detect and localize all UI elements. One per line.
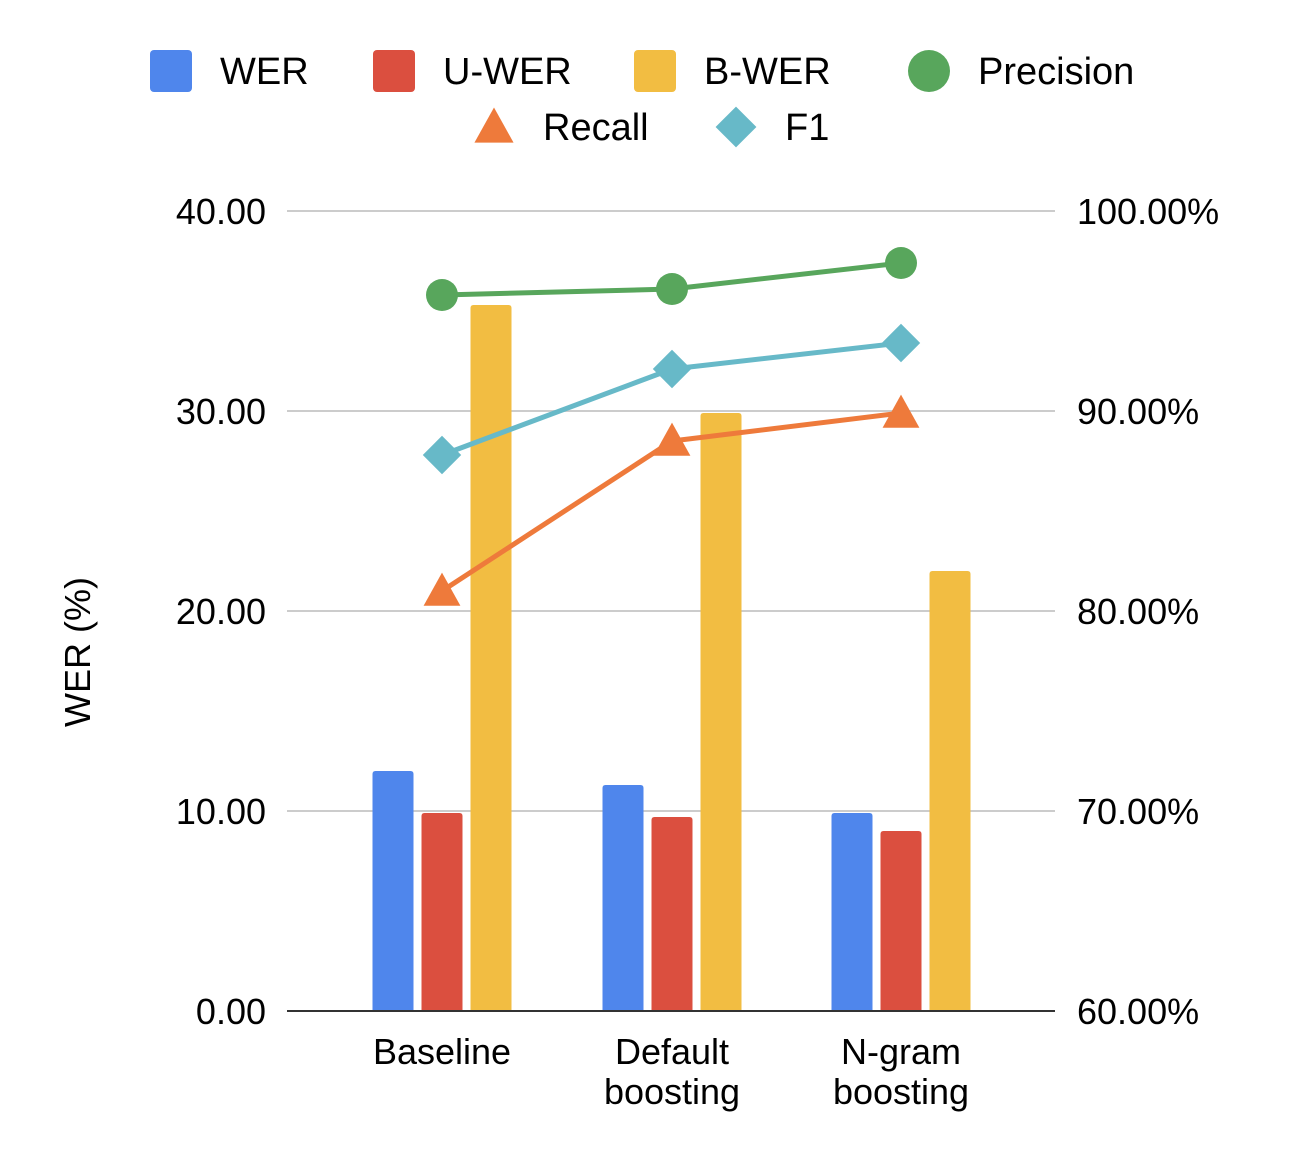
bar-u-wer (880, 831, 922, 1011)
left-axis-ticks: 0.00 10.00 20.00 30.00 40.00 (176, 191, 266, 1032)
left-tick-label: 40.00 (176, 191, 266, 232)
point-precision (885, 247, 917, 279)
left-tick-label: 10.00 (176, 791, 266, 832)
point-f1 (881, 323, 921, 363)
legend-label: Precision (978, 51, 1134, 93)
bar-wer (831, 813, 873, 1011)
bar-b-wer (470, 305, 512, 1011)
legend-marker (908, 50, 950, 92)
bar-b-wer (929, 571, 971, 1011)
gridlines (287, 210, 1055, 812)
point-f1 (652, 349, 692, 389)
legend-item-recall: Recall (474, 107, 649, 149)
legend-swatch (150, 50, 192, 92)
legend-swatch (634, 50, 676, 92)
legend-label: F1 (785, 107, 829, 149)
category-label: Default (615, 1031, 729, 1072)
category-label: boosting (604, 1071, 740, 1112)
left-tick-label: 30.00 (176, 391, 266, 432)
right-tick-label: 70.00% (1077, 791, 1199, 832)
left-tick-label: 20.00 (176, 591, 266, 632)
bar-u-wer (651, 817, 693, 1011)
legend-item-u-wer: U-WER (373, 50, 572, 93)
category-label: N-gram (841, 1031, 961, 1072)
legend-label: WER (220, 51, 309, 93)
bar-wer (602, 785, 644, 1011)
legend-item-b-wer: B-WER (634, 50, 831, 93)
legend-item-wer: WER (150, 50, 309, 93)
category-label: Baseline (373, 1031, 511, 1072)
line-series (422, 247, 921, 606)
legend-label: Recall (543, 107, 649, 149)
point-f1 (422, 435, 462, 475)
legend-marker (715, 106, 757, 148)
right-tick-label: 80.00% (1077, 591, 1199, 632)
left-tick-label: 0.00 (196, 991, 266, 1032)
point-recall (882, 394, 920, 428)
bar-wer (372, 771, 414, 1011)
point-recall (423, 572, 461, 606)
bars (372, 305, 971, 1011)
legend: WER U-WER B-WER Precision Recall F1 (150, 50, 1134, 149)
bar-u-wer (421, 813, 463, 1011)
category-label: boosting (833, 1071, 969, 1112)
bar-b-wer (700, 413, 742, 1011)
legend-item-f1: F1 (715, 106, 829, 149)
legend-swatch (373, 50, 415, 92)
right-tick-label: 60.00% (1077, 991, 1199, 1032)
point-precision (656, 273, 688, 305)
point-recall (653, 422, 691, 456)
legend-item-precision: Precision (908, 50, 1134, 93)
right-tick-label: 90.00% (1077, 391, 1199, 432)
legend-marker (474, 107, 514, 143)
legend-label: U-WER (443, 51, 572, 93)
point-precision (426, 279, 458, 311)
right-axis-ticks: 60.00% 70.00% 80.00% 90.00% 100.00% (1077, 191, 1219, 1032)
y-axis-title: WER (%) (57, 577, 98, 727)
legend-label: B-WER (704, 51, 831, 93)
right-tick-label: 100.00% (1077, 191, 1219, 232)
